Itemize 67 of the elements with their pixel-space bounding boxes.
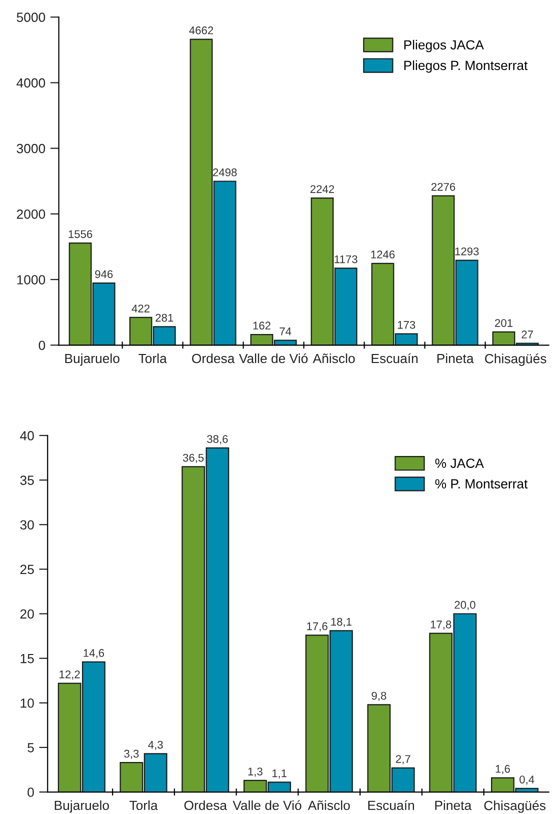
y-tick-label: 30 — [20, 520, 34, 530]
data-label: 1293 — [455, 247, 479, 256]
x-tick-label: Pineta — [435, 800, 472, 810]
legend-label: Pliegos P. Montserrat — [404, 60, 528, 73]
x-tick-label: Pineta — [437, 353, 474, 364]
legend-label: Pliegos JACA — [404, 40, 484, 52]
data-label: 1,1 — [272, 769, 287, 779]
data-label: 36,5 — [182, 454, 204, 464]
y-tick-label: 15 — [20, 654, 34, 664]
x-tick-label: Añisclo — [308, 800, 350, 810]
data-label: 422 — [132, 304, 150, 312]
y-tick-label: 25 — [20, 564, 34, 574]
data-label: 0,4 — [520, 776, 534, 785]
y-tick-label: 5000 — [16, 12, 46, 22]
y-tick-label: 2000 — [16, 209, 46, 219]
data-label: 2,7 — [396, 755, 410, 764]
data-label: 12,2 — [60, 670, 80, 680]
x-tick-label: Bujaruelo — [65, 353, 120, 366]
data-label: 1173 — [334, 255, 358, 264]
x-tick-label: Valle de Vió — [239, 353, 308, 364]
x-tick-label: Añisclo — [312, 353, 355, 364]
data-label: 1,3 — [248, 768, 262, 777]
x-tick-label: Ordesa — [184, 800, 228, 810]
x-tick-label: Escuaín — [368, 800, 414, 810]
data-label: 74 — [280, 328, 292, 336]
y-tick-label: 10 — [20, 698, 34, 708]
x-tick-label: Escuaín — [372, 353, 418, 364]
data-label: 9,8 — [372, 692, 386, 702]
data-label: 281 — [156, 314, 174, 322]
data-label: 1,6 — [496, 764, 510, 774]
data-label: 17,8 — [430, 620, 452, 630]
data-label: 27 — [522, 330, 533, 338]
data-label: 173 — [398, 320, 416, 329]
data-label: 1556 — [68, 230, 92, 238]
y-tick-label: 0 — [38, 340, 46, 350]
x-tick-label: Chisagüés — [484, 800, 546, 813]
data-label: 20,0 — [454, 600, 476, 610]
data-label: 2276 — [431, 182, 456, 191]
y-tick-label: 1000 — [17, 275, 46, 284]
data-label: 4662 — [189, 26, 214, 34]
data-label: 2498 — [213, 168, 237, 176]
x-tick-label: Torla — [130, 800, 158, 810]
y-tick-label: 0 — [28, 788, 34, 797]
data-label: 17,6 — [307, 622, 328, 632]
x-tick-label: Chisagüés — [485, 353, 546, 366]
data-label: 162 — [253, 322, 270, 330]
x-tick-label: Bujaruelo — [54, 800, 109, 813]
legend-label: % JACA — [435, 458, 484, 468]
x-tick-label: Torla — [138, 353, 167, 364]
legend-label: % P. Montserrat — [435, 479, 528, 488]
y-tick-label: 5 — [28, 743, 34, 752]
y-tick-label: 3000 — [16, 144, 46, 154]
data-label: 18,1 — [331, 618, 352, 628]
y-tick-label: 40 — [20, 431, 34, 440]
data-label: 2242 — [310, 185, 334, 193]
data-label: 38,6 — [207, 435, 228, 444]
x-tick-label: Valle de Vió — [232, 800, 302, 810]
y-tick-label: 35 — [20, 476, 34, 485]
x-tick-label: Ordesa — [192, 353, 235, 364]
data-label: 4,3 — [148, 740, 163, 750]
data-label: 1246 — [371, 250, 395, 258]
data-label: 14,6 — [84, 649, 104, 658]
data-label: 946 — [95, 270, 113, 278]
data-label: 3,3 — [124, 750, 139, 759]
data-label: 201 — [495, 319, 512, 327]
y-tick-label: 4000 — [16, 78, 46, 88]
y-tick-label: 20 — [20, 609, 34, 619]
